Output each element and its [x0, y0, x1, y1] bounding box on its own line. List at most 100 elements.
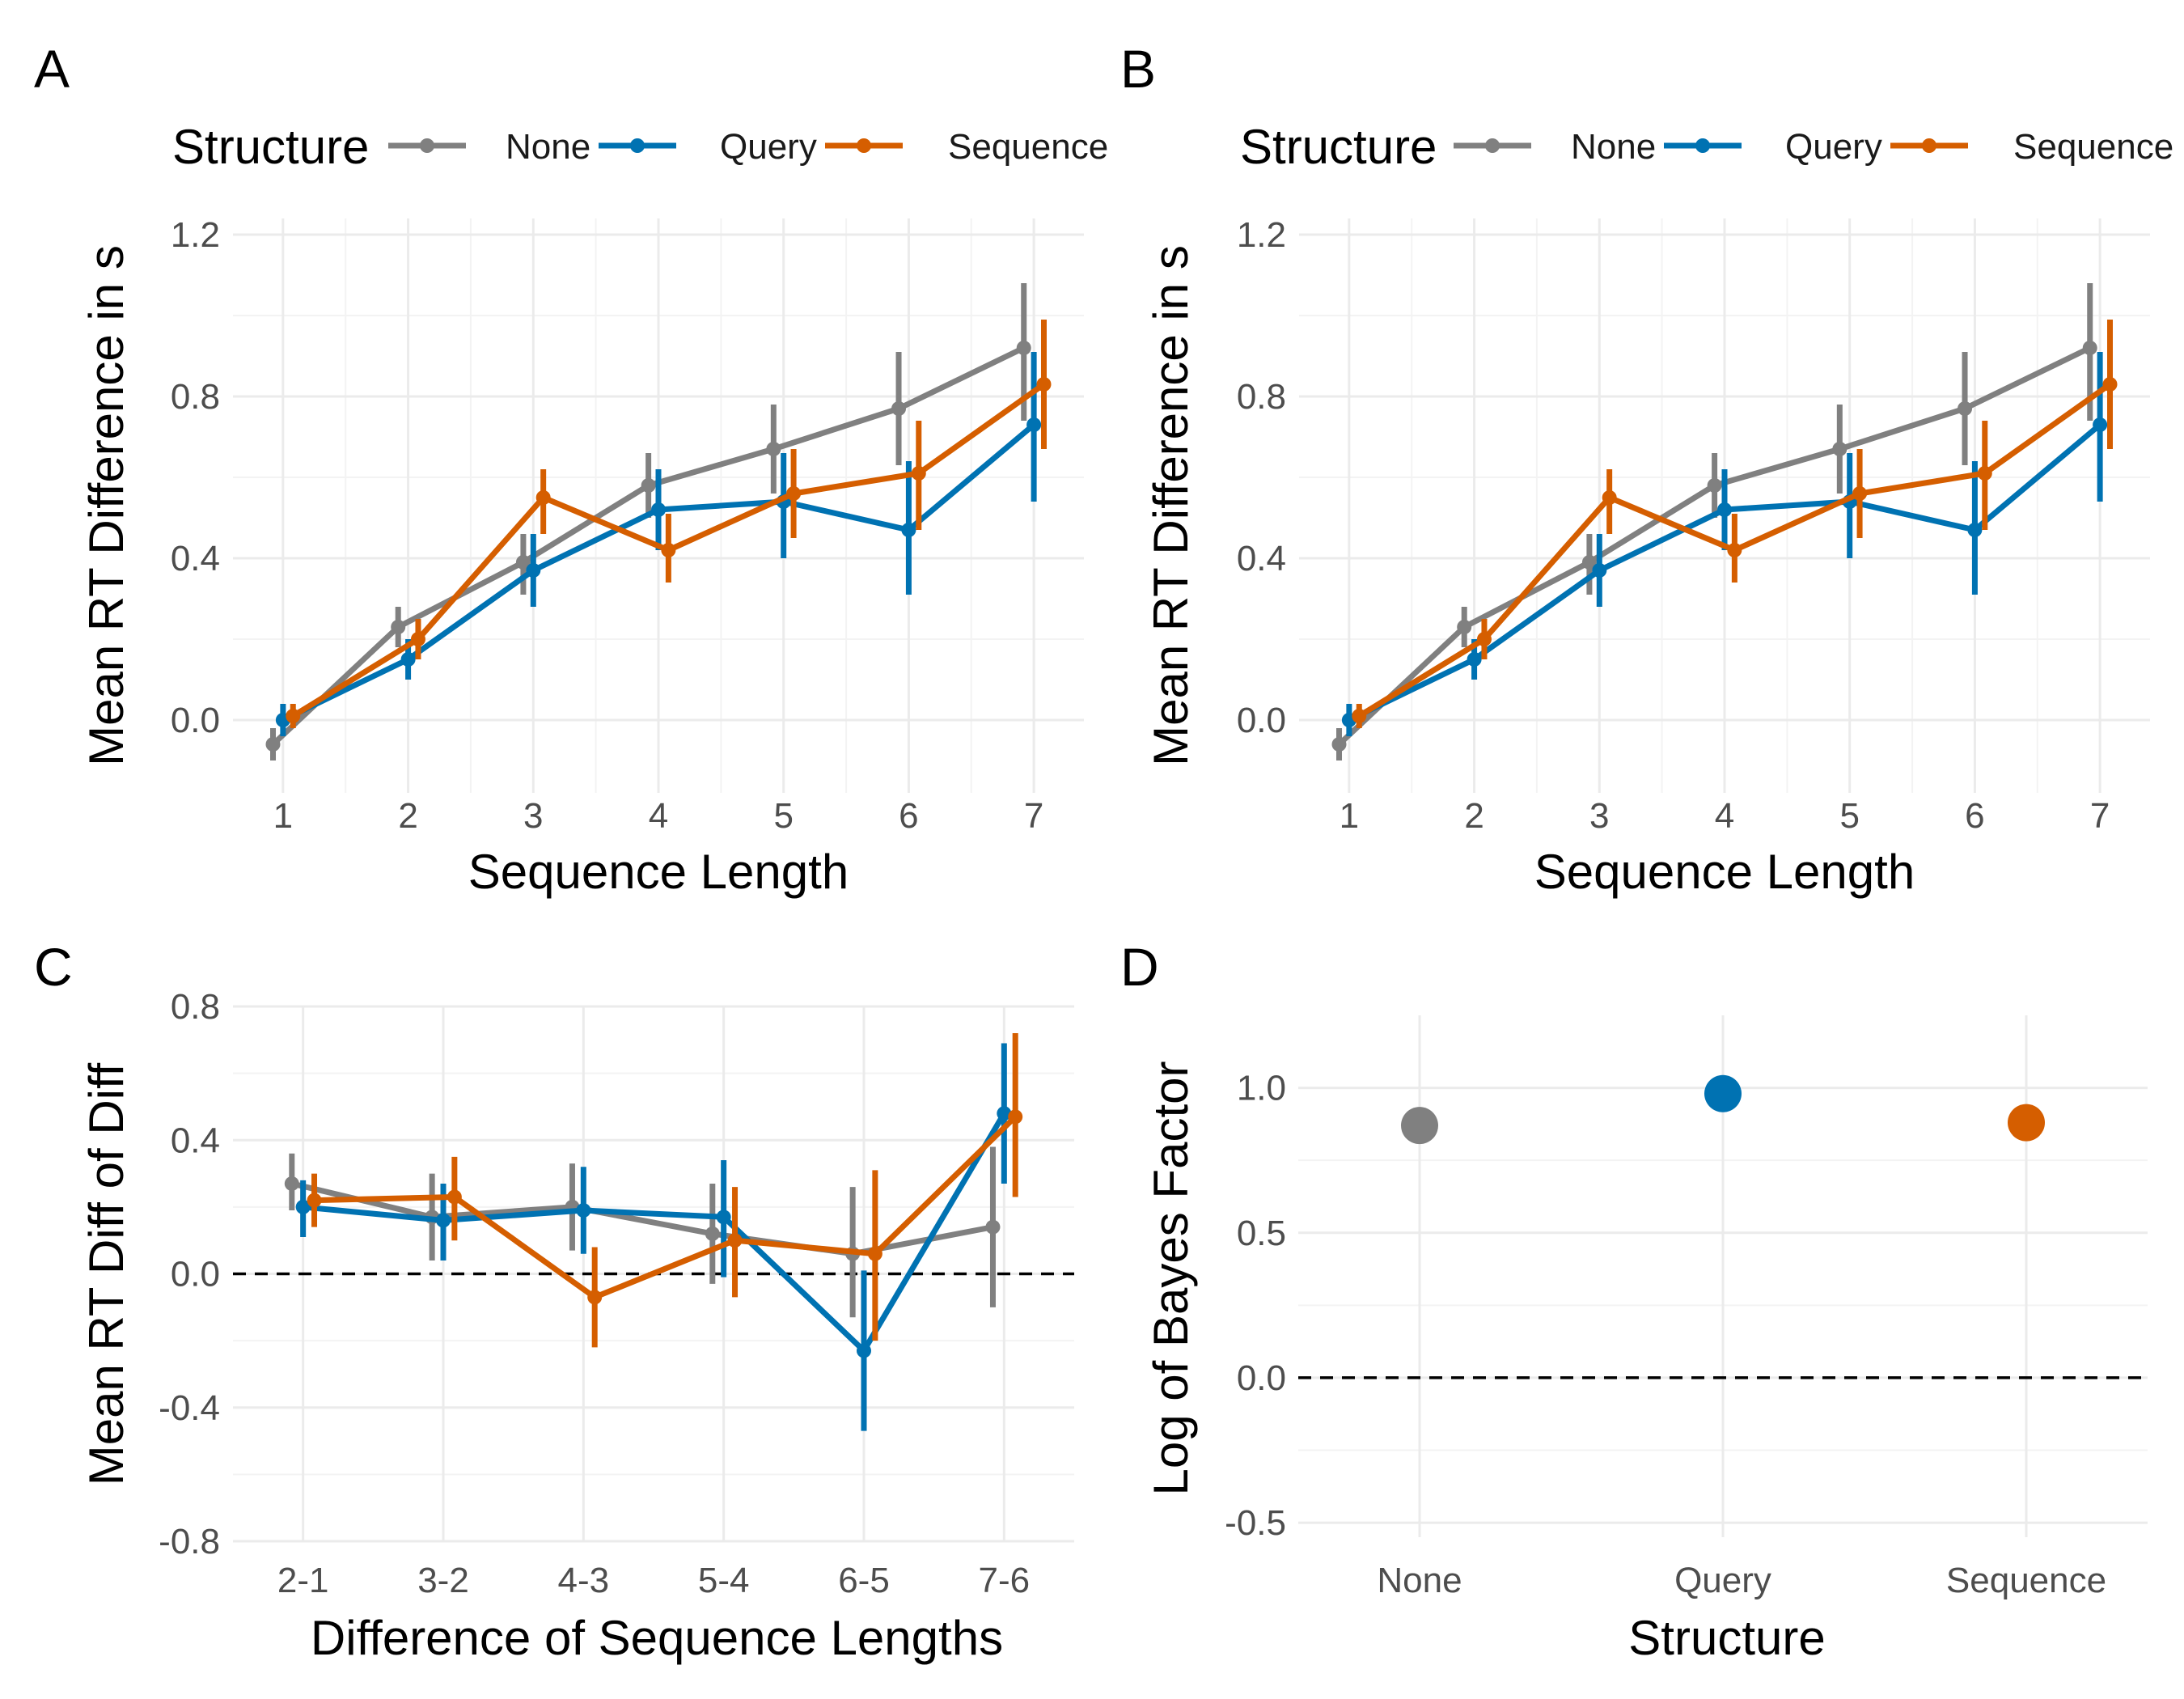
- data-point-sequence: [2008, 1104, 2045, 1142]
- x-tick-label: Query: [1674, 1561, 1771, 1600]
- y-axis-title: Log of Bayes Factor: [1144, 1061, 1198, 1496]
- y-tick-label: 0.0: [1237, 1358, 1286, 1398]
- data-point: [576, 1203, 591, 1218]
- data-point: [891, 401, 907, 416]
- legend-label: Query: [1785, 127, 1882, 167]
- legend-title: Structure: [1240, 120, 1437, 174]
- x-axis-title: Sequence Length: [1534, 845, 1915, 899]
- legend-key-point: [857, 138, 871, 153]
- data-point: [1592, 563, 1607, 578]
- data-point: [1016, 341, 1031, 355]
- legend-label: Query: [720, 127, 817, 167]
- x-axis-title: Structure: [1628, 1611, 1825, 1665]
- legend-item-sequence: Sequence: [825, 127, 1108, 167]
- data-point: [284, 1176, 299, 1191]
- y-tick-label: 0.4: [1237, 539, 1286, 578]
- data-point: [1036, 377, 1052, 392]
- x-tick-label: None: [1377, 1561, 1462, 1600]
- legend-label: Sequence: [2013, 127, 2173, 167]
- legend: Structure None Query Sequence: [172, 120, 1108, 174]
- x-axis-title: Sequence Length: [468, 845, 849, 899]
- x-tick-label: 5: [773, 796, 793, 836]
- legend-item-sequence: Sequence: [1890, 127, 2173, 167]
- data-point: [1352, 709, 1367, 723]
- x-tick-label: 2: [398, 796, 417, 836]
- legend-item-query: Query: [599, 127, 817, 167]
- x-tick-label: 2: [1464, 796, 1484, 836]
- x-tick-label: 1: [273, 796, 293, 836]
- data-point: [641, 478, 656, 493]
- data-point: [857, 1343, 871, 1358]
- series-none: [284, 1146, 1001, 1318]
- data-point: [526, 563, 541, 578]
- legend-key-point: [1485, 138, 1500, 153]
- data-point: [1602, 490, 1617, 505]
- data-point: [1832, 442, 1848, 456]
- panel-letter: C: [34, 937, 73, 997]
- data-point: [1467, 652, 1482, 667]
- data-point: [1008, 1109, 1023, 1125]
- x-tick-label: 6-5: [838, 1561, 890, 1600]
- x-tick-label: 7: [2090, 796, 2110, 836]
- data-point: [1707, 478, 1722, 493]
- y-tick-label: -0.8: [159, 1522, 220, 1561]
- series-query: [295, 1043, 1012, 1431]
- data-point: [901, 523, 916, 537]
- data-point: [295, 1199, 311, 1214]
- data-point: [410, 632, 425, 646]
- y-tick-label: 0.5: [1237, 1214, 1286, 1253]
- data-point: [1852, 486, 1868, 501]
- legend-label: Sequence: [948, 127, 1108, 167]
- x-tick-label: 3: [523, 796, 543, 836]
- data-point: [727, 1233, 743, 1248]
- data-point: [265, 737, 281, 752]
- data-point: [436, 1213, 451, 1228]
- panel-b: 0.0 0.4 0.8 1.2 1 2 3 4 5 6 7 Sequence Length Mean R…: [1120, 39, 2173, 899]
- panel-d: -0.5 0.0 0.5 1.0 None Query Sequence Structure L…: [1120, 937, 2148, 1665]
- panel-a: 0.0 0.4 0.8 1.2 1 2 3 4 5 6 7 Sequence Length Mean R…: [34, 39, 1108, 899]
- data-point: [1331, 737, 1347, 752]
- data-point: [1717, 502, 1732, 517]
- y-tick-label: 0.4: [171, 1121, 220, 1160]
- legend-key-point: [1695, 138, 1710, 153]
- y-tick-label: 0.0: [171, 1255, 220, 1294]
- legend-item-none: None: [388, 127, 590, 167]
- data-point: [1581, 555, 1597, 570]
- data-point: [786, 486, 802, 501]
- panel-letter: B: [1120, 39, 1156, 99]
- data-point: [2082, 341, 2097, 355]
- series-sequence: [1352, 320, 2118, 728]
- x-tick-label: Sequence: [1946, 1561, 2106, 1600]
- y-tick-label: 1.2: [171, 215, 220, 255]
- data-point: [286, 709, 301, 723]
- data-point: [1727, 543, 1742, 557]
- data-point: [2093, 417, 2108, 432]
- y-tick-label: -0.5: [1225, 1503, 1286, 1543]
- legend-item-none: None: [1454, 127, 1656, 167]
- x-axis-title: Difference of Sequence Lengths: [311, 1611, 1003, 1665]
- data-point-none: [1401, 1107, 1438, 1145]
- y-tick-label: -0.4: [159, 1388, 220, 1428]
- x-tick-label: 4: [1715, 796, 1734, 836]
- y-tick-label: 0.8: [171, 377, 220, 417]
- y-axis-title: Mean RT Difference in s: [79, 245, 133, 766]
- data-point: [1967, 523, 1983, 537]
- x-tick-label: 4: [649, 796, 668, 836]
- data-point: [1958, 401, 1973, 416]
- legend-label: None: [1571, 127, 1656, 167]
- data-point: [1457, 620, 1472, 634]
- data-point: [2102, 377, 2118, 392]
- data-point: [1476, 632, 1492, 646]
- x-tick-label: 3-2: [417, 1561, 469, 1600]
- data-point: [307, 1193, 322, 1208]
- data-point: [867, 1246, 882, 1261]
- data-point: [997, 1106, 1012, 1121]
- data-point: [985, 1219, 1001, 1235]
- y-tick-label: 0.4: [171, 539, 220, 578]
- y-tick-label: 1.2: [1237, 215, 1286, 255]
- legend-key-point: [420, 138, 434, 153]
- data-point-query: [1704, 1074, 1742, 1112]
- legend-key-point: [630, 138, 645, 153]
- data-point: [705, 1226, 720, 1241]
